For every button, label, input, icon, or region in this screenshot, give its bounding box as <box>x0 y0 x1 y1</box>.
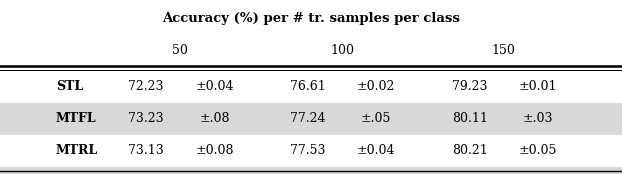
Text: 72.23: 72.23 <box>128 80 164 93</box>
Text: ±0.08: ±0.08 <box>195 144 234 157</box>
Text: 73.23: 73.23 <box>128 112 164 125</box>
Text: ±.08: ±.08 <box>199 112 230 125</box>
Text: ±0.01: ±0.01 <box>519 80 557 93</box>
Text: STL: STL <box>56 80 83 93</box>
Bar <box>0 167 622 174</box>
Text: ±.03: ±.03 <box>522 112 554 125</box>
Text: 77.53: 77.53 <box>290 144 326 157</box>
Text: 77.24: 77.24 <box>290 112 326 125</box>
Text: MTFL: MTFL <box>56 112 96 125</box>
Bar <box>0 103 622 135</box>
Text: ±.05: ±.05 <box>361 112 391 125</box>
Text: ±0.02: ±0.02 <box>357 80 396 93</box>
Text: 100: 100 <box>330 44 354 57</box>
Text: 150: 150 <box>492 44 516 57</box>
Text: 76.61: 76.61 <box>290 80 326 93</box>
Text: Accuracy (%) per # tr. samples per class: Accuracy (%) per # tr. samples per class <box>162 12 460 25</box>
Text: 73.13: 73.13 <box>128 144 164 157</box>
Text: ±0.04: ±0.04 <box>195 80 234 93</box>
Text: 50: 50 <box>172 44 188 57</box>
Text: ±0.05: ±0.05 <box>519 144 557 157</box>
Text: MTRL: MTRL <box>56 144 98 157</box>
Text: ±0.04: ±0.04 <box>357 144 396 157</box>
Text: 80.11: 80.11 <box>452 112 488 125</box>
Text: 79.23: 79.23 <box>452 80 488 93</box>
Text: 80.21: 80.21 <box>452 144 488 157</box>
